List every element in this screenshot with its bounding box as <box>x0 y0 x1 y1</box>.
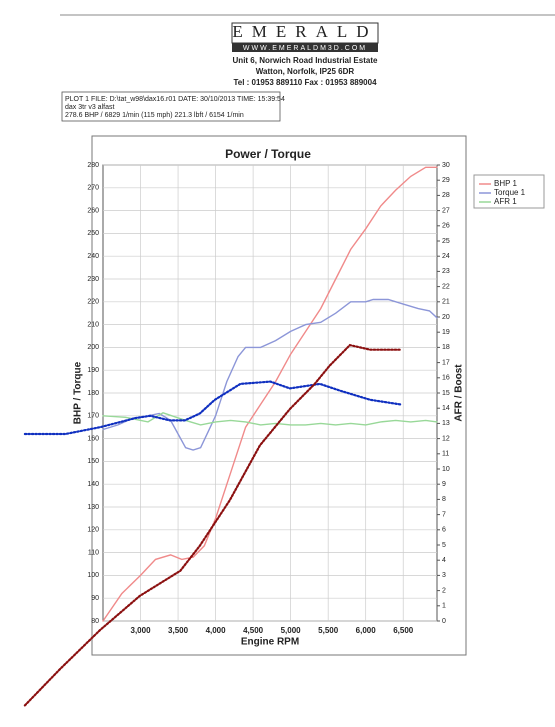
y-tick-label: 260 <box>87 207 99 214</box>
y2-tick-label: 25 <box>442 238 450 245</box>
y2-tick-label: 14 <box>442 405 450 412</box>
y-tick-label: 220 <box>87 299 99 306</box>
phone: Tel : 01953 889110 Fax : 01953 889004 <box>233 78 377 87</box>
y2-tick-label: 18 <box>442 344 450 351</box>
legend-label: AFR 1 <box>494 197 517 206</box>
y2-tick-label: 16 <box>442 375 450 382</box>
y-tick-label: 130 <box>87 504 99 511</box>
y2-tick-label: 0 <box>442 618 446 625</box>
y-tick-label: 180 <box>87 390 99 397</box>
series-line <box>102 412 438 426</box>
y2-tick-label: 29 <box>442 177 450 184</box>
y2-tick-label: 27 <box>442 207 450 214</box>
y2-tick-label: 23 <box>442 268 450 275</box>
y-tick-label: 150 <box>87 458 99 465</box>
y-tick-label: 250 <box>87 230 99 237</box>
y2-tick-label: 19 <box>442 329 450 336</box>
y2-tick-label: 5 <box>442 542 446 549</box>
y-tick-label: 230 <box>87 276 99 283</box>
y2-tick-label: 9 <box>442 481 446 488</box>
y2-tick-label: 21 <box>442 299 450 306</box>
y2-tick-label: 10 <box>442 466 450 473</box>
y-tick-label: 120 <box>87 527 99 534</box>
dotted-line <box>23 380 402 436</box>
y2-tick-label: 3 <box>442 572 446 579</box>
y-tick-label: 170 <box>87 413 99 420</box>
x-tick-label: 3,500 <box>168 626 189 635</box>
y2-tick-label: 30 <box>442 162 450 169</box>
address: Watton, Norfolk, IP25 6DR <box>256 67 355 76</box>
y2-tick-label: 11 <box>442 451 449 458</box>
y2-tick-label: 6 <box>442 527 446 534</box>
y2-tick-label: 4 <box>442 557 446 564</box>
y2-tick-label: 17 <box>442 359 450 366</box>
y2-tick-label: 24 <box>442 253 450 260</box>
x-tick-label: 4,000 <box>206 626 227 635</box>
info-line: dax 3tr v3 alfast <box>65 104 114 111</box>
chart-frame <box>91 135 467 656</box>
y2-tick-label: 1 <box>442 603 446 610</box>
y-tick-label: 100 <box>87 572 99 579</box>
y-tick-label: 110 <box>88 549 99 556</box>
x-tick-label: 3,000 <box>131 626 152 635</box>
x-tick-label: 6,000 <box>356 626 377 635</box>
y-tick-label: 200 <box>87 344 99 351</box>
series-line <box>102 298 438 451</box>
y-tick-label: 270 <box>87 185 99 192</box>
website: WWW.EMERALDM3D.COM <box>243 45 367 52</box>
logo-band <box>232 43 378 52</box>
y2-tick-label: 20 <box>442 314 450 321</box>
y2-tick-label: 2 <box>442 587 446 594</box>
y-tick-label: 80 <box>91 618 99 625</box>
y-tick-label: 190 <box>87 367 99 374</box>
legend-label: BHP 1 <box>494 179 518 188</box>
y2-tick-label: 7 <box>442 511 446 518</box>
y-tick-label: 240 <box>87 253 99 260</box>
x-tick-label: 5,000 <box>281 626 302 635</box>
y2-tick-label: 13 <box>442 420 450 427</box>
x-tick-label: 4,500 <box>243 626 264 635</box>
dotted-line <box>23 343 402 707</box>
y-tick-label: 140 <box>87 481 99 488</box>
y2-tick-label: 28 <box>442 192 450 199</box>
y-axis-label: BHP / Torque <box>73 361 84 424</box>
x-tick-label: 6,500 <box>393 626 414 635</box>
info-box <box>61 91 281 122</box>
info-line: 278.6 BHP / 6829 1/min (115 mph) 221.3 l… <box>65 112 244 119</box>
series-line <box>102 166 438 622</box>
y2-tick-label: 8 <box>442 496 446 503</box>
y-tick-label: 210 <box>87 321 99 328</box>
legend-label: Torque 1 <box>494 188 526 197</box>
x-axis-label: Engine RPM <box>241 637 299 648</box>
y-tick-label: 160 <box>87 435 99 442</box>
y-tick-label: 90 <box>91 595 99 602</box>
y-tick-label: 280 <box>87 162 99 169</box>
info-line: PLOT 1 FILE: D:\tat_w98\dax16.r01 DATE: … <box>65 96 285 103</box>
y2-tick-label: 12 <box>442 435 450 442</box>
y2-tick-label: 22 <box>442 283 450 290</box>
brand: EMERALD <box>232 22 377 41</box>
y2-tick-label: 26 <box>442 223 450 230</box>
chart-title: Power / Torque <box>225 147 311 161</box>
y2-axis-label: AFR / Boost <box>454 364 465 422</box>
address: Unit 6, Norwich Road Industrial Estate <box>233 56 378 65</box>
x-tick-label: 5,500 <box>318 626 339 635</box>
y2-tick-label: 15 <box>442 390 450 397</box>
